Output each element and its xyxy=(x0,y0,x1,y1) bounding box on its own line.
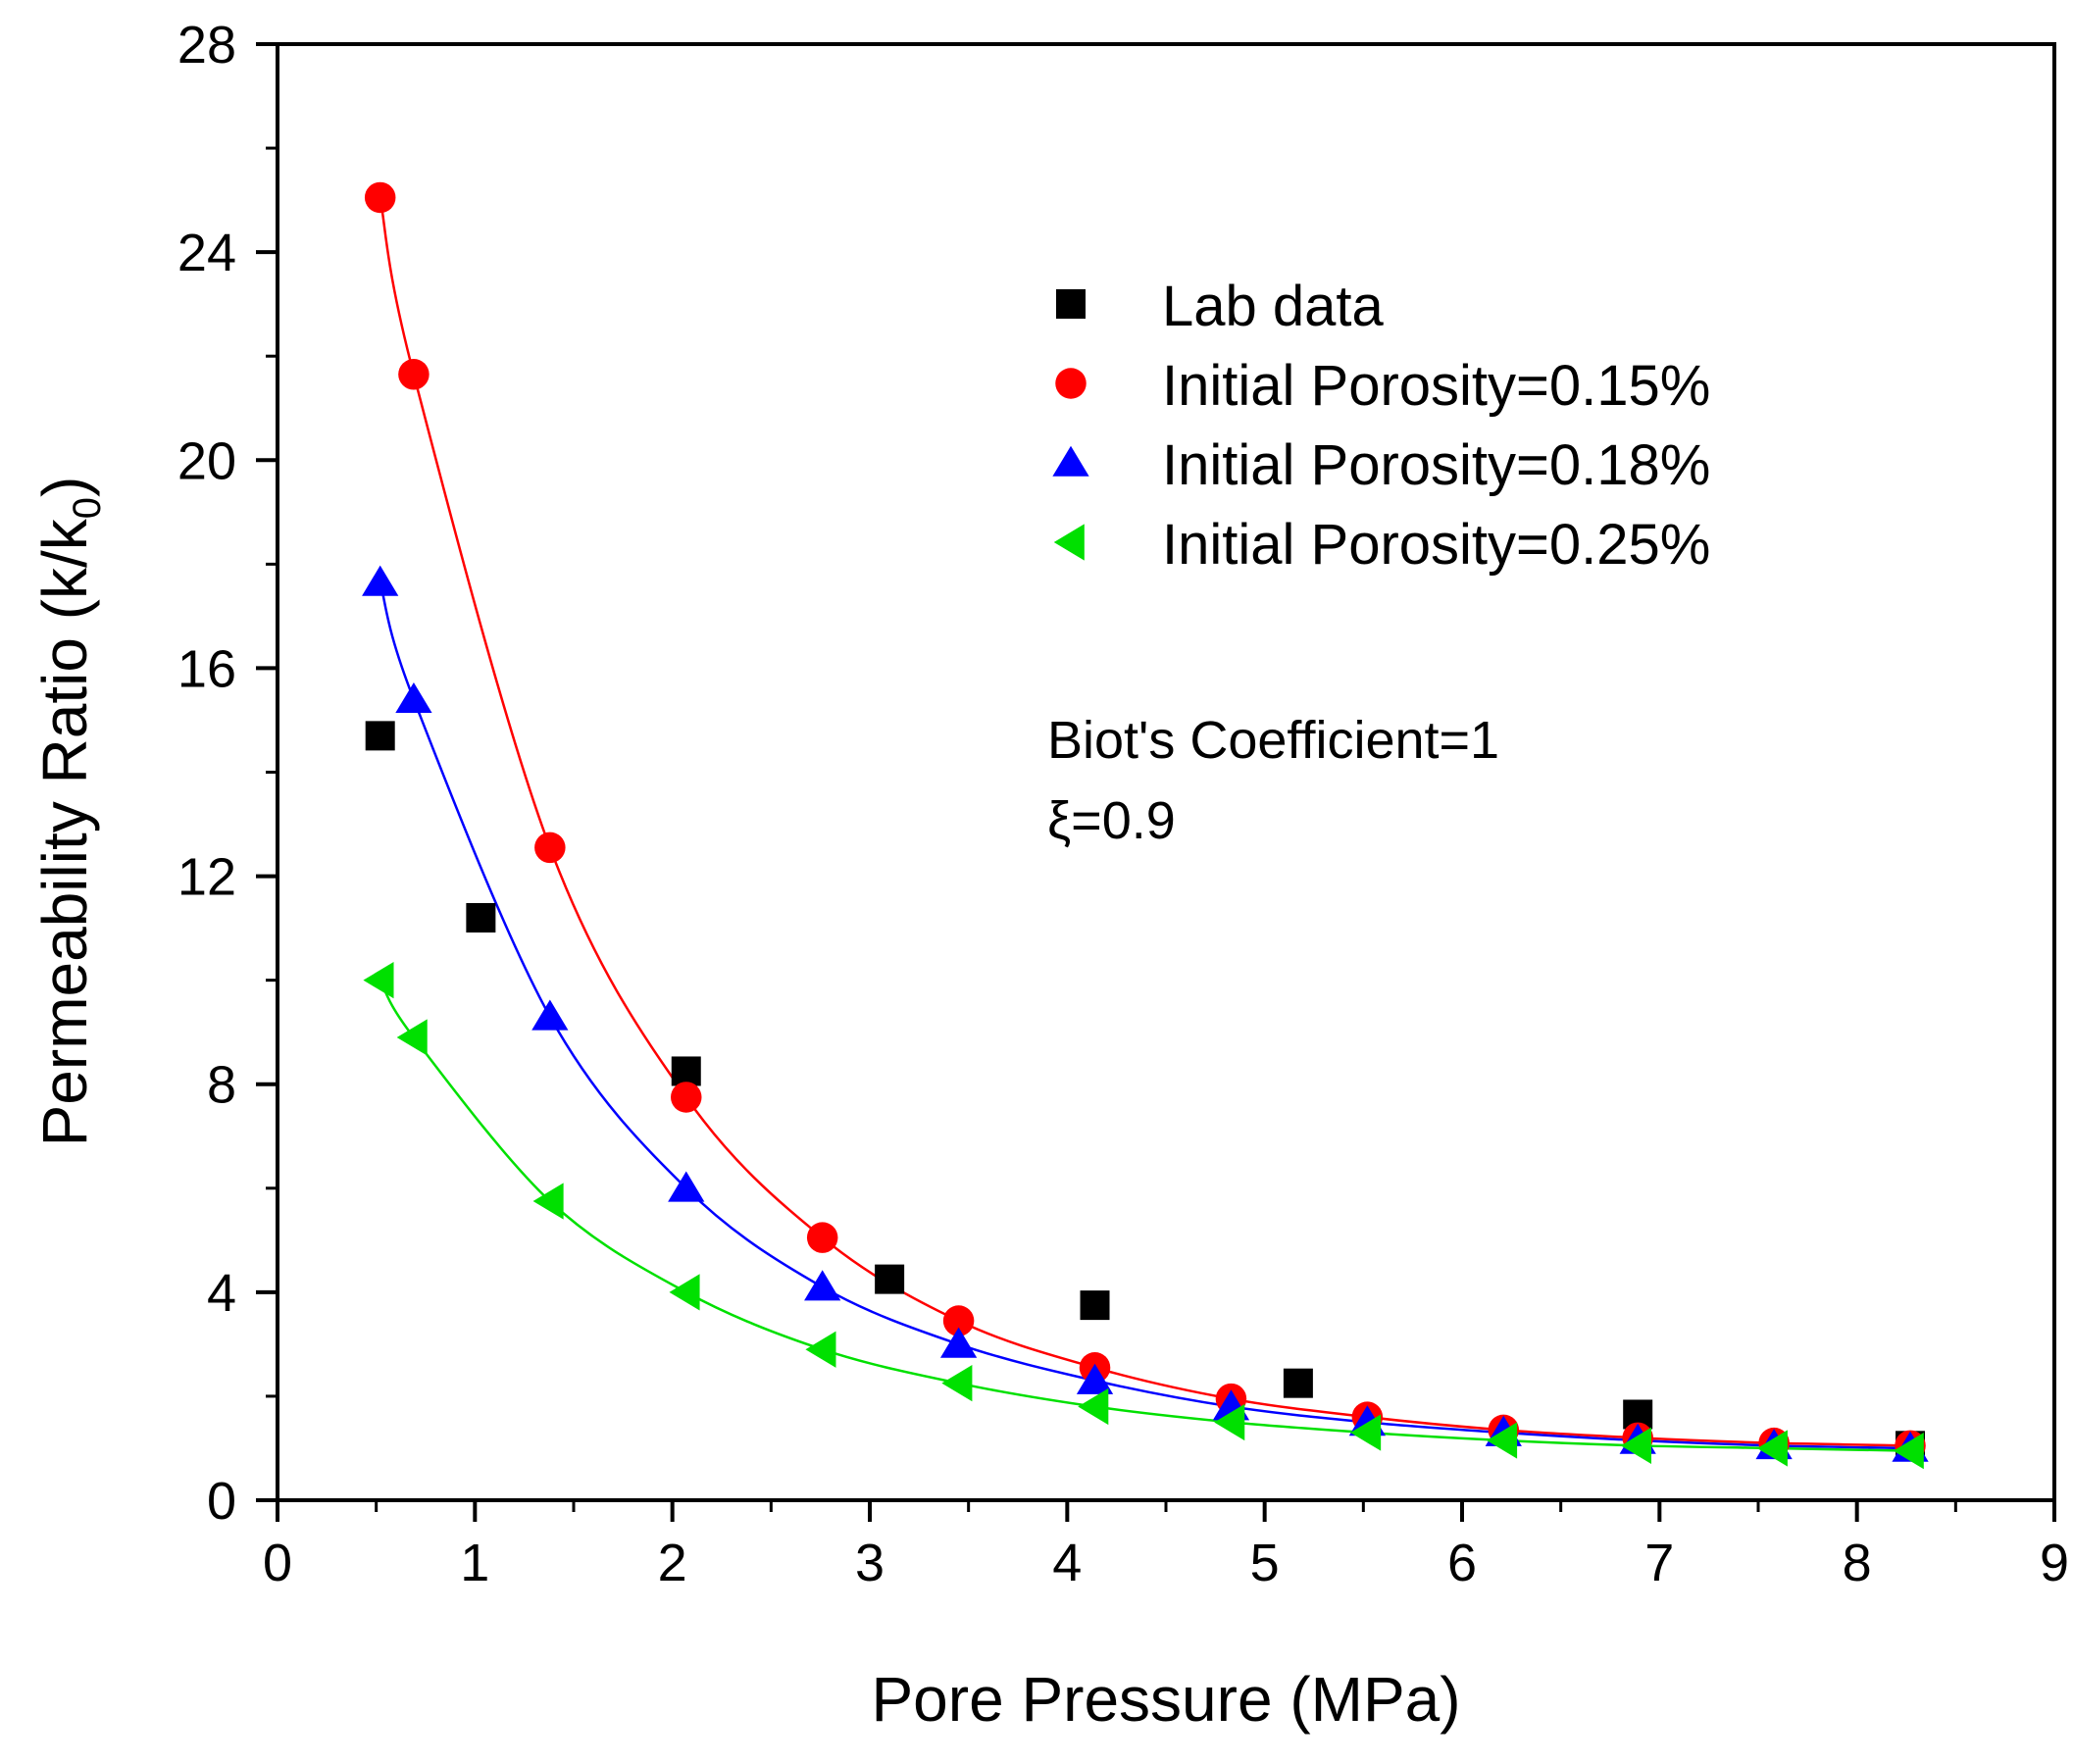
legend-label-lab-data: Lab data xyxy=(1162,275,1385,338)
x-tick-label: 6 xyxy=(1447,1534,1477,1592)
x-tick-label: 1 xyxy=(460,1534,489,1592)
data-point-initial-porosity-0-25 xyxy=(532,1183,564,1220)
data-point-lab-data xyxy=(365,721,395,751)
data-point-initial-porosity-0-18 xyxy=(395,682,432,714)
legend-marker-initial-porosity-0-15 xyxy=(1055,368,1087,399)
y-tick-label: 20 xyxy=(177,431,236,490)
data-point-initial-porosity-0-25 xyxy=(1487,1422,1518,1459)
x-tick-label: 0 xyxy=(263,1534,292,1592)
y-tick-label: 8 xyxy=(207,1056,236,1115)
data-point-lab-data xyxy=(671,1056,701,1086)
fit-curve-initial-porosity-0-15 xyxy=(379,197,1911,1447)
y-tick-label: 12 xyxy=(177,848,236,907)
y-tick-label: 16 xyxy=(177,639,236,698)
x-tick-label: 3 xyxy=(855,1534,885,1592)
annotation-xi: ξ=0.9 xyxy=(1047,791,1176,850)
y-tick-label: 4 xyxy=(207,1264,236,1323)
data-point-initial-porosity-0-25 xyxy=(1893,1432,1924,1470)
legend-marker-initial-porosity-0-25 xyxy=(1053,524,1085,561)
x-tick-label: 5 xyxy=(1250,1534,1280,1592)
data-point-initial-porosity-0-25 xyxy=(941,1365,973,1402)
y-axis-title: Permeability Ratio (k/k0) xyxy=(29,477,109,1147)
data-point-lab-data xyxy=(875,1264,905,1294)
data-point-initial-porosity-0-18 xyxy=(804,1270,841,1301)
data-point-initial-porosity-0-18 xyxy=(668,1171,705,1202)
data-point-initial-porosity-0-15 xyxy=(806,1222,838,1253)
data-point-initial-porosity-0-25 xyxy=(1214,1403,1245,1441)
data-point-initial-porosity-0-25 xyxy=(363,962,394,999)
legend: Lab data Initial Porosity=0.15% Initial Po… xyxy=(1052,275,1710,577)
data-point-initial-porosity-0-18 xyxy=(531,999,569,1031)
data-point-initial-porosity-0-15 xyxy=(671,1082,702,1113)
y-axis-title-close: ) xyxy=(29,477,100,497)
x-tick-label: 4 xyxy=(1052,1534,1082,1592)
data-point-lab-data xyxy=(1080,1290,1110,1321)
legend-label-initial-porosity-0-25: Initial Porosity=0.25% xyxy=(1162,513,1710,577)
data-markers xyxy=(362,181,1929,1470)
axis-ticks xyxy=(256,42,2056,1522)
data-point-initial-porosity-0-25 xyxy=(805,1331,836,1368)
data-point-initial-porosity-0-18 xyxy=(939,1327,978,1358)
data-point-lab-data xyxy=(1283,1368,1313,1398)
data-point-initial-porosity-0-18 xyxy=(1076,1363,1114,1394)
y-axis-title-subscript: 0 xyxy=(66,497,109,519)
data-point-initial-porosity-0-15 xyxy=(942,1305,975,1336)
data-point-initial-porosity-0-25 xyxy=(1620,1427,1651,1464)
legend-marker-lab-data xyxy=(1056,289,1086,319)
data-point-initial-porosity-0-25 xyxy=(669,1274,700,1311)
data-point-initial-porosity-0-15 xyxy=(364,181,396,214)
x-axis-title: Pore Pressure (MPa) xyxy=(871,1664,1460,1735)
annotation-biot-coefficient: Biot's Coefficient=1 xyxy=(1047,711,1499,770)
legend-label-initial-porosity-0-15: Initial Porosity=0.15% xyxy=(1162,354,1710,418)
y-tick-label: 0 xyxy=(207,1472,236,1531)
data-point-initial-porosity-0-18 xyxy=(362,565,399,596)
y-axis-title-main: Permeability Ratio (k/k xyxy=(29,518,100,1146)
data-point-lab-data xyxy=(466,903,496,932)
x-tick-label: 7 xyxy=(1644,1534,1674,1592)
plot-frame xyxy=(276,42,2056,1502)
legend-label-initial-porosity-0-18: Initial Porosity=0.18% xyxy=(1162,433,1710,497)
x-tick-label: 2 xyxy=(658,1534,687,1592)
x-tick-label: 9 xyxy=(2040,1534,2069,1592)
data-point-initial-porosity-0-25 xyxy=(1350,1414,1382,1451)
y-tick-label: 24 xyxy=(177,224,236,282)
x-tick-label: 8 xyxy=(1843,1534,1872,1592)
legend-marker-initial-porosity-0-18 xyxy=(1052,445,1089,477)
data-point-initial-porosity-0-25 xyxy=(396,1019,428,1056)
data-point-initial-porosity-0-15 xyxy=(534,832,566,864)
data-point-initial-porosity-0-25 xyxy=(1756,1430,1788,1467)
data-point-initial-porosity-0-25 xyxy=(1078,1387,1109,1426)
data-point-initial-porosity-0-15 xyxy=(398,359,430,390)
y-tick-label: 28 xyxy=(177,16,236,75)
